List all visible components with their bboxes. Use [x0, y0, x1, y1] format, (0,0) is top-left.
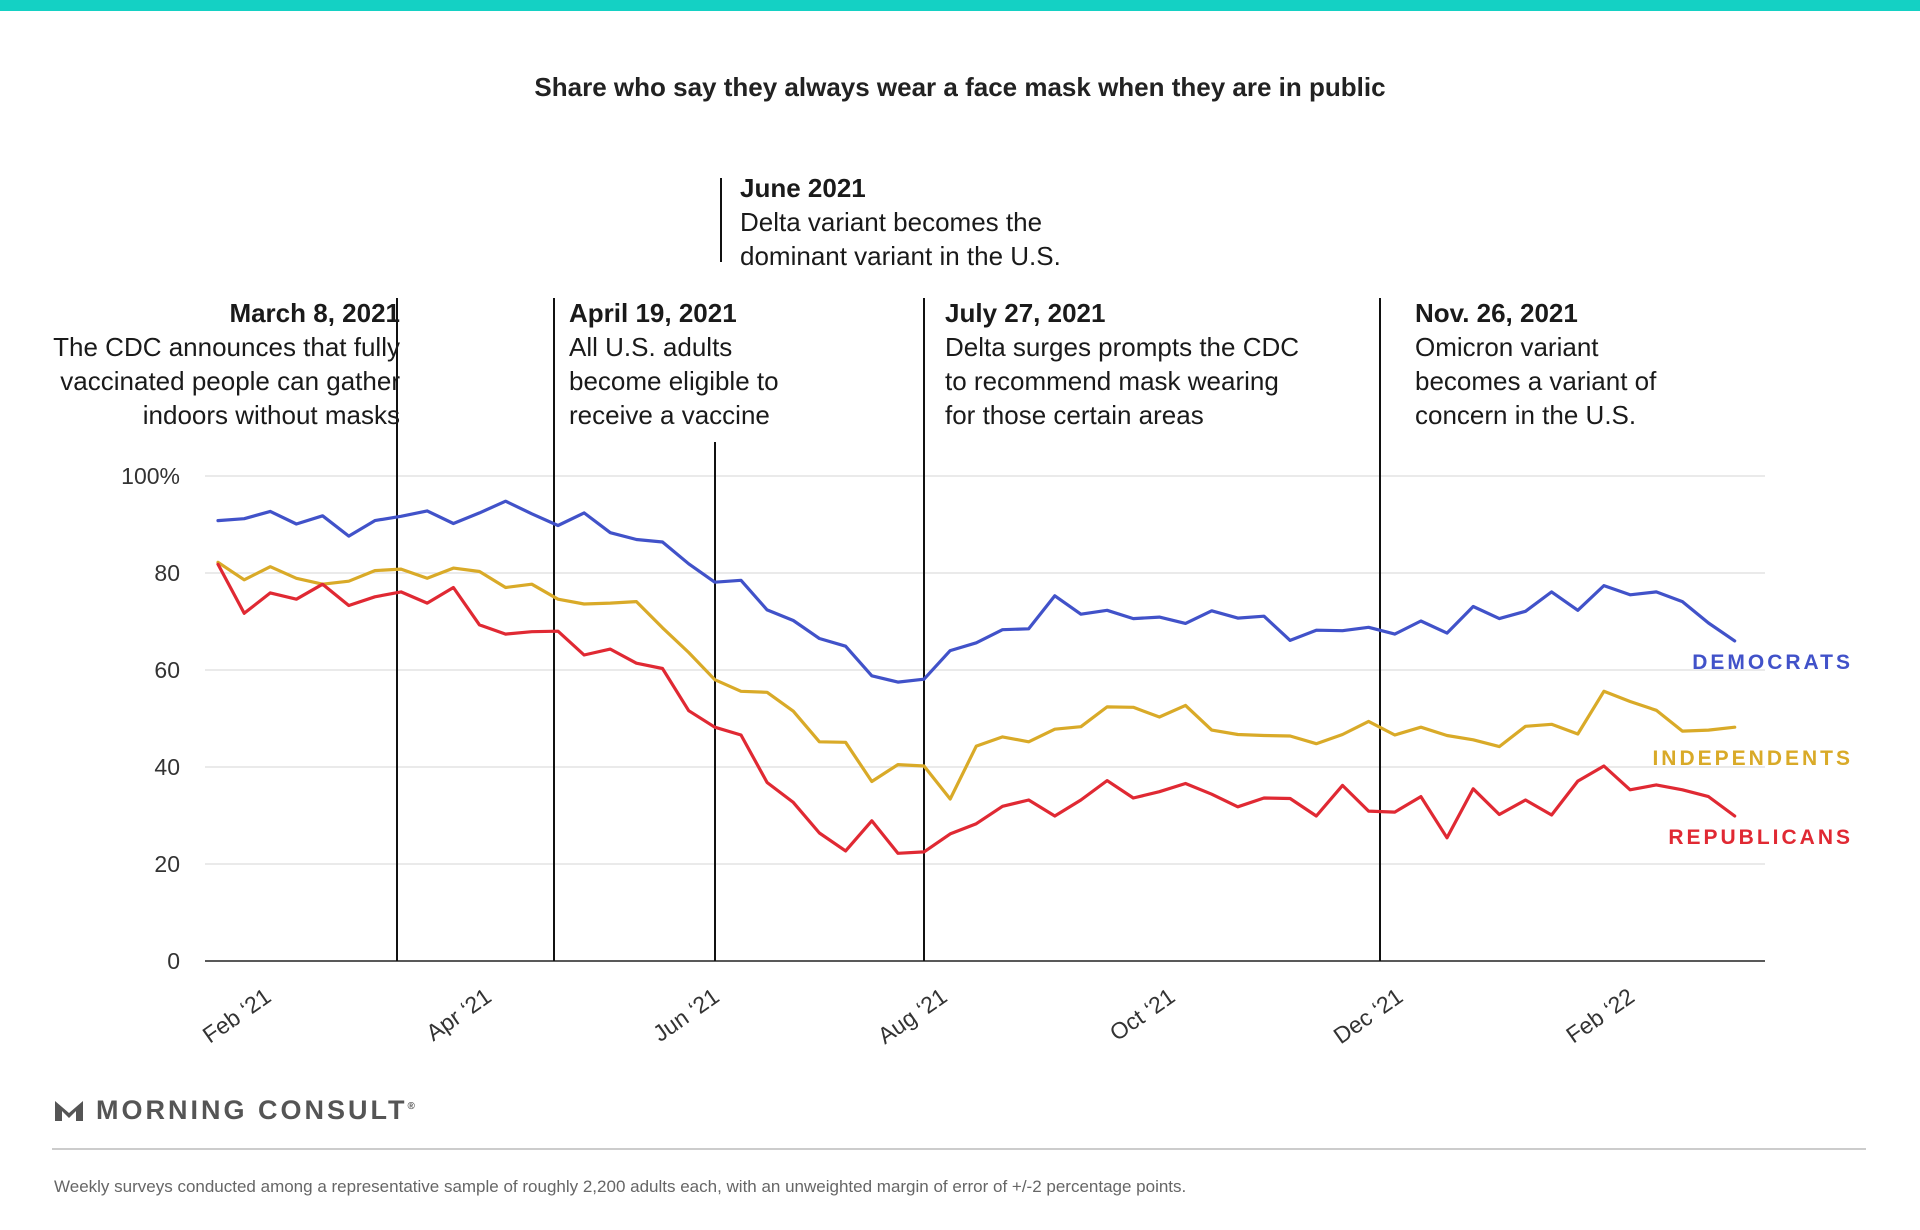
y-tick-label: 100% — [121, 463, 180, 489]
x-tick-label: Jun ‘21 — [648, 983, 724, 1047]
brand-logo: MORNING CONSULT® — [54, 1095, 415, 1126]
event-title: June 2021 — [740, 173, 866, 203]
y-tick-label: 20 — [154, 851, 180, 877]
series-label-democrats: DEMOCRATS — [1692, 651, 1853, 674]
event-title: Nov. 26, 2021 — [1415, 298, 1578, 328]
series-line-democrats — [216, 499, 1737, 684]
series-label-independents: INDEPENDENTS — [1652, 747, 1853, 770]
series-line-republicans — [216, 562, 1737, 855]
event-description: The CDC announces that fully — [53, 332, 400, 362]
event-description: receive a vaccine — [569, 400, 770, 430]
event-description: to recommend mask wearing — [945, 366, 1279, 396]
y-tick-label: 80 — [154, 560, 180, 586]
event-description: Omicron variant — [1415, 332, 1599, 362]
event-description: for those certain areas — [945, 400, 1204, 430]
event-title: March 8, 2021 — [229, 298, 400, 328]
event-description: become eligible to — [569, 366, 779, 396]
event-title: July 27, 2021 — [945, 298, 1105, 328]
event-description: indoors without masks — [143, 400, 400, 430]
event-description: dominant variant in the U.S. — [740, 241, 1061, 271]
x-tick-label: Feb ‘22 — [1561, 983, 1639, 1048]
brand-name: MORNING CONSULT® — [96, 1095, 415, 1125]
y-tick-label: 60 — [154, 657, 180, 683]
series-label-republicans: REPUBLICANS — [1668, 826, 1853, 849]
x-tick-label: Aug ‘21 — [873, 983, 952, 1049]
footer-divider — [52, 1148, 1866, 1150]
x-tick-label: Feb ‘21 — [198, 983, 276, 1048]
x-tick-label: Dec ‘21 — [1329, 983, 1408, 1049]
morning-consult-logo-icon — [55, 1100, 83, 1121]
event-description: vaccinated people can gather — [60, 366, 400, 396]
x-tick-label: Oct ‘21 — [1105, 983, 1180, 1046]
event-title: April 19, 2021 — [569, 298, 737, 328]
y-tick-label: 0 — [167, 948, 180, 974]
y-tick-label: 40 — [154, 754, 180, 780]
event-description: Delta variant becomes the — [740, 207, 1042, 237]
footnote: Weekly surveys conducted among a represe… — [54, 1177, 1187, 1196]
event-description: All U.S. adults — [569, 332, 732, 362]
series-line-independents — [216, 560, 1737, 801]
event-description: Delta surges prompts the CDC — [945, 332, 1299, 362]
top-accent-bar — [0, 0, 1920, 11]
chart-title: Share who say they always wear a face ma… — [534, 72, 1386, 102]
x-tick-label: Apr ‘21 — [421, 983, 496, 1046]
event-description: becomes a variant of — [1415, 366, 1657, 396]
event-description: concern in the U.S. — [1415, 400, 1636, 430]
